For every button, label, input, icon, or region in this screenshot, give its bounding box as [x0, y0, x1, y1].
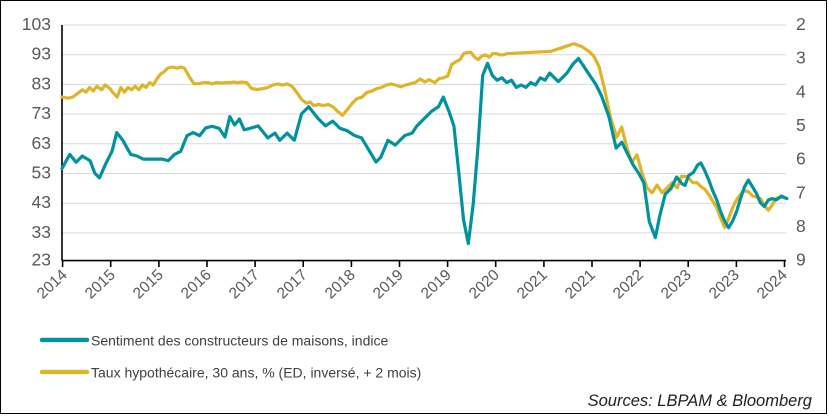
- svg-text:9: 9: [796, 250, 806, 270]
- svg-text:2024: 2024: [754, 266, 791, 302]
- svg-text:2021: 2021: [514, 266, 551, 302]
- svg-text:Sentiment des constructeurs de: Sentiment des constructeurs de maisons, …: [91, 333, 388, 349]
- svg-text:2019: 2019: [370, 266, 407, 302]
- svg-text:2020: 2020: [466, 266, 503, 302]
- svg-text:5: 5: [796, 115, 806, 135]
- svg-text:2022: 2022: [610, 266, 647, 302]
- svg-text:2017: 2017: [274, 266, 311, 302]
- svg-text:2017: 2017: [226, 266, 263, 302]
- svg-text:6: 6: [796, 149, 806, 169]
- svg-text:Sources: LBPAM & Bloomberg: Sources: LBPAM & Bloomberg: [588, 392, 813, 410]
- svg-text:2021: 2021: [562, 266, 599, 302]
- svg-text:2015: 2015: [82, 266, 119, 302]
- svg-text:73: 73: [32, 103, 51, 123]
- svg-text:7: 7: [796, 182, 806, 202]
- svg-text:3: 3: [796, 48, 806, 68]
- svg-text:103: 103: [22, 14, 51, 34]
- svg-text:53: 53: [32, 163, 51, 183]
- svg-text:2015: 2015: [130, 266, 167, 302]
- svg-text:43: 43: [32, 192, 51, 212]
- svg-text:2019: 2019: [418, 266, 455, 302]
- svg-text:2014: 2014: [34, 266, 71, 302]
- svg-text:83: 83: [32, 73, 51, 93]
- svg-text:63: 63: [32, 133, 51, 153]
- svg-text:2018: 2018: [322, 266, 359, 302]
- svg-text:4: 4: [796, 81, 806, 101]
- svg-text:23: 23: [32, 250, 51, 270]
- svg-text:2023: 2023: [706, 266, 743, 302]
- svg-text:33: 33: [32, 222, 51, 242]
- svg-text:2016: 2016: [178, 266, 215, 302]
- svg-text:2: 2: [796, 14, 806, 34]
- svg-text:2023: 2023: [658, 266, 695, 302]
- svg-text:Taux hypothécaire, 30 ans, % (: Taux hypothécaire, 30 ans, % (ED, invers…: [91, 365, 421, 381]
- svg-text:93: 93: [32, 44, 51, 64]
- svg-text:8: 8: [796, 216, 806, 236]
